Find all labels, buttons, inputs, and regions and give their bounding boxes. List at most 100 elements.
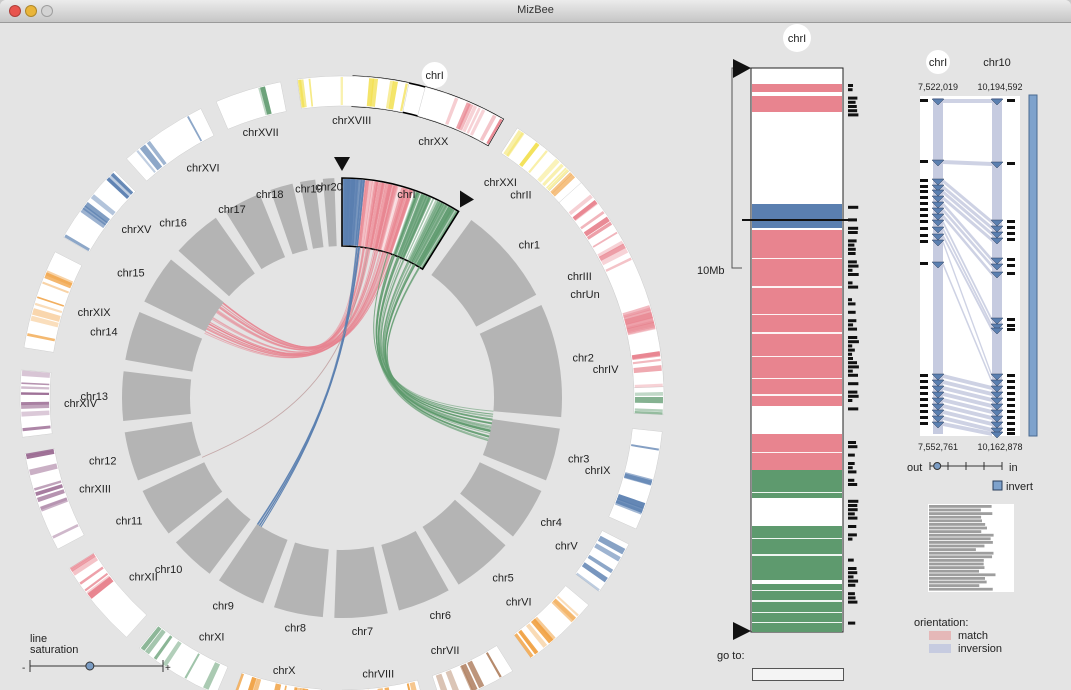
inner-chromosome-chr5[interactable]: chr5 bbox=[422, 499, 514, 585]
goto-input[interactable] bbox=[752, 668, 844, 681]
feature-tick bbox=[848, 382, 859, 386]
band-gap bbox=[752, 492, 842, 493]
synteny-ribbon bbox=[383, 262, 491, 432]
chromosome-segment[interactable] bbox=[417, 86, 504, 146]
inner-chromosome-chr11[interactable]: chr11 bbox=[116, 462, 223, 534]
legend-label-inversion: inversion bbox=[958, 643, 1002, 655]
block-view[interactable]: chrI chr10 7,522,019 10,194,592 7,552,761 10,… bbox=[907, 50, 1038, 592]
chromosome-segment[interactable] bbox=[24, 448, 85, 550]
gene-tick bbox=[920, 160, 928, 163]
chromosome-segment[interactable] bbox=[274, 542, 329, 618]
genome-view[interactable]: chrI chrII chrIII chrIV chrIX chrV chrVI chrVII… bbox=[19, 62, 665, 690]
chromosome-segment[interactable] bbox=[215, 81, 287, 130]
gene-tick bbox=[920, 227, 928, 230]
outer-chromosome-chrVIII[interactable]: chrVIII bbox=[341, 669, 425, 690]
outer-chromosome-chrVII[interactable]: chrVII bbox=[431, 645, 513, 690]
feature-tick bbox=[848, 478, 855, 482]
chromosome-segment[interactable] bbox=[296, 75, 410, 113]
chromosome-segment[interactable] bbox=[124, 421, 202, 481]
chromosome-segment[interactable] bbox=[121, 371, 192, 421]
chromosome-segment[interactable] bbox=[142, 462, 223, 534]
chromosome-segment[interactable] bbox=[460, 462, 542, 537]
chromosome-segment[interactable] bbox=[431, 220, 537, 327]
outer-chromosome-chrX[interactable]: chrX bbox=[232, 665, 322, 690]
outer-chromosome-chrV[interactable]: chrV bbox=[555, 530, 630, 593]
inner-chromosome-chr12[interactable]: chr12 bbox=[89, 421, 202, 481]
outer-chromosome-chrXIV[interactable]: chrXIV bbox=[19, 369, 98, 438]
chromosome-segment[interactable] bbox=[482, 419, 560, 481]
inner-chromosome-chr3[interactable]: chr3 bbox=[482, 419, 590, 481]
inner-chromosome-chr14[interactable]: chr14 bbox=[90, 312, 203, 372]
inner-chromosome-chr15[interactable]: chr15 bbox=[117, 259, 224, 332]
zoom-button[interactable] bbox=[41, 5, 53, 17]
selection-start-handle[interactable] bbox=[334, 157, 350, 171]
chromosome-segment[interactable] bbox=[500, 127, 571, 192]
inner-chromosome-chr13[interactable]: chr13 bbox=[80, 371, 192, 421]
chromosome-view[interactable]: chrI 10Mb go to: bbox=[697, 24, 862, 662]
zoom-slider-knob[interactable] bbox=[933, 462, 942, 470]
inner-chromosome-label: chr3 bbox=[568, 454, 589, 466]
outer-chromosome-chrXX[interactable]: chrXX bbox=[417, 86, 504, 148]
band-gap bbox=[752, 612, 842, 613]
outer-chromosome-chrXIII[interactable]: chrXIII bbox=[24, 448, 111, 550]
inner-chromosome-chr16[interactable]: chr16 bbox=[159, 217, 255, 297]
outer-chromosome-chrUn[interactable]: chrUn bbox=[558, 182, 665, 389]
chromosome-segment[interactable] bbox=[381, 530, 449, 611]
outer-chromosome-chrIX[interactable]: chrIX bbox=[585, 428, 663, 530]
syntenic-stripe bbox=[626, 320, 655, 333]
inner-chromosome-chr9[interactable]: chr9 bbox=[213, 524, 288, 613]
chromosome-segment[interactable] bbox=[144, 259, 224, 332]
outer-chromosome-chrVI[interactable]: chrVI bbox=[506, 585, 590, 659]
feature-tick bbox=[848, 445, 858, 449]
chromosome-segment[interactable] bbox=[422, 499, 506, 585]
chromosome-segment[interactable] bbox=[126, 108, 215, 182]
feature-tick bbox=[848, 273, 859, 276]
chromosome-segment[interactable] bbox=[139, 624, 229, 690]
range-start-handle[interactable] bbox=[733, 59, 751, 78]
feature-tick bbox=[848, 88, 853, 92]
chromosome-segment[interactable] bbox=[175, 497, 251, 574]
minimize-button[interactable] bbox=[25, 5, 37, 17]
range-end-handle[interactable] bbox=[733, 622, 751, 640]
outer-chromosome-chrXIX[interactable]: chrXIX bbox=[23, 251, 111, 353]
chromosome-segment[interactable] bbox=[513, 585, 590, 659]
chromosome-segment[interactable] bbox=[270, 183, 308, 255]
outer-chromosome-chrXVI[interactable]: chrXVI bbox=[126, 108, 220, 182]
chromosome-segment[interactable] bbox=[322, 178, 337, 247]
outer-chromosome-chrXVIII[interactable]: chrXVIII bbox=[296, 75, 410, 127]
close-button[interactable] bbox=[9, 5, 21, 17]
chromosome-segment[interactable] bbox=[334, 546, 388, 618]
inner-chromosome-chr4[interactable]: chr4 bbox=[460, 462, 562, 537]
outer-chromosome-chrXII[interactable]: chrXII bbox=[68, 552, 158, 638]
syntenic-stripe bbox=[530, 618, 554, 644]
inner-chromosome-chr2[interactable]: chr2 bbox=[479, 305, 594, 418]
outer-chromosome-chrXV[interactable]: chrXV bbox=[62, 169, 152, 253]
slider-knob[interactable] bbox=[85, 661, 95, 671]
chromosome-segment[interactable] bbox=[225, 194, 286, 270]
chromosome-segment[interactable] bbox=[68, 552, 147, 638]
chromosome-segment[interactable] bbox=[479, 305, 562, 418]
chromosome-segment[interactable] bbox=[300, 179, 324, 249]
inner-chromosome-chr20[interactable]: chr20 bbox=[315, 178, 343, 247]
chromosome-segment[interactable] bbox=[178, 217, 255, 297]
syntenic-stripe bbox=[34, 302, 63, 314]
inner-chromosome-chrI[interactable]: chrI bbox=[334, 157, 475, 271]
outer-chromosome-chrXXI[interactable]: chrXXI bbox=[484, 127, 571, 192]
inner-chromosome-chr17[interactable]: chr17 bbox=[218, 194, 286, 270]
inner-chromosome-chr1[interactable]: chr1 bbox=[431, 220, 540, 327]
inner-chromosome-chr19[interactable]: chr19 bbox=[295, 179, 324, 249]
outer-chromosome-chrXI[interactable]: chrXI bbox=[139, 624, 229, 690]
inner-chromosome-chr18[interactable]: chr18 bbox=[256, 183, 308, 255]
chromosome-segment[interactable] bbox=[125, 312, 203, 372]
chromosome-segment[interactable] bbox=[341, 679, 425, 690]
inner-chromosome-chr7[interactable]: chr7 bbox=[334, 546, 388, 638]
outer-chromosome-chrXVII[interactable]: chrXVII bbox=[215, 81, 287, 139]
chromosome-segment[interactable] bbox=[218, 524, 288, 604]
invert-checkbox[interactable] bbox=[992, 480, 1003, 491]
inner-chromosome-chr6[interactable]: chr6 bbox=[381, 530, 451, 622]
selection-end-handle[interactable] bbox=[460, 190, 475, 208]
inner-chromosome-chr10[interactable]: chr10 bbox=[155, 497, 251, 576]
inner-chromosome-chr8[interactable]: chr8 bbox=[274, 542, 329, 635]
syntenic-stripe bbox=[36, 489, 65, 503]
